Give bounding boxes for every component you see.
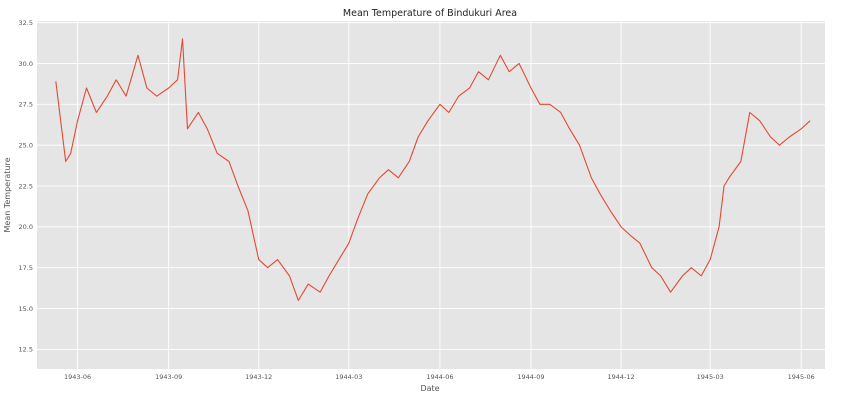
y-axis-label: Mean Temperature bbox=[3, 157, 12, 232]
x-tick-label: 1944-06 bbox=[426, 373, 453, 381]
plot-background bbox=[37, 21, 825, 369]
tick-labels: 12.5 15.0 17.5 20.0 22.5 25.0 27.5 30.0 32.5 1943… bbox=[19, 19, 815, 381]
series-layer bbox=[55, 38, 811, 301]
x-tick-label: 1943-12 bbox=[245, 373, 272, 381]
y-tick-label: 17.5 bbox=[19, 264, 33, 272]
x-tick-label: 1943-06 bbox=[64, 373, 91, 381]
series-line bbox=[55, 38, 811, 301]
x-tick-label: 1945-06 bbox=[788, 373, 815, 381]
chart-title: Mean Temperature of Bindukuri Area bbox=[343, 8, 517, 19]
x-tick-label: 1944-12 bbox=[607, 373, 634, 381]
y-tick-label: 30.0 bbox=[19, 60, 33, 68]
y-tick-label: 32.5 bbox=[19, 19, 33, 27]
x-axis-label: Date bbox=[420, 384, 439, 393]
x-tick-label: 1945-03 bbox=[697, 373, 724, 381]
y-tick-label: 12.5 bbox=[19, 346, 33, 354]
y-tick-label: 25.0 bbox=[19, 141, 33, 149]
x-tick-label: 1943-09 bbox=[155, 373, 182, 381]
x-tick-label: 1944-03 bbox=[335, 373, 362, 381]
y-tick-label: 20.0 bbox=[19, 223, 33, 231]
x-tick-label: 1944-09 bbox=[517, 373, 544, 381]
grid-lines bbox=[37, 21, 825, 369]
y-tick-label: 15.0 bbox=[19, 305, 33, 313]
y-tick-label: 22.5 bbox=[19, 182, 33, 190]
y-tick-label: 27.5 bbox=[19, 101, 33, 109]
